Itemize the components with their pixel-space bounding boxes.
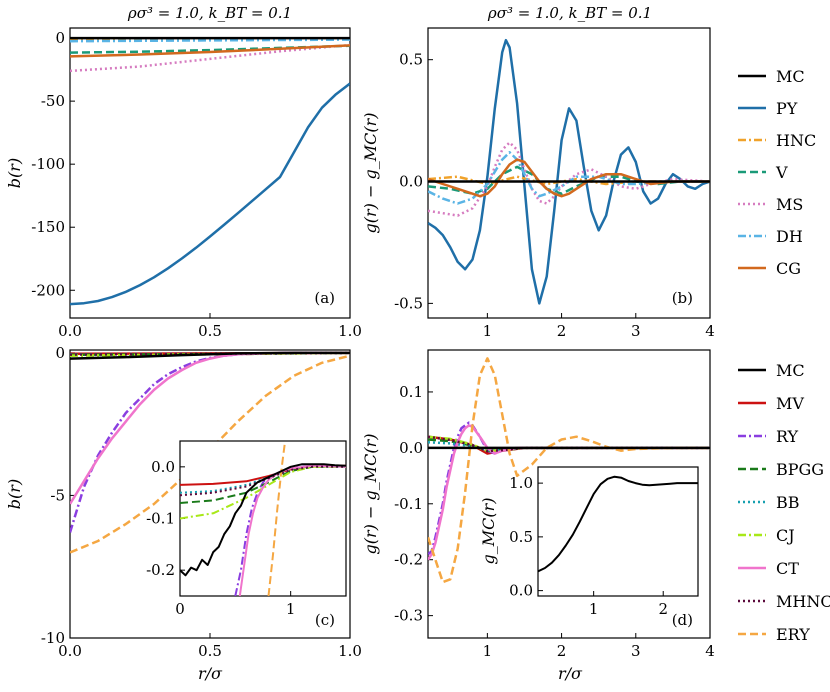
panel-d-legend-label-ct: CT xyxy=(776,559,799,578)
panel-a-label: (a) xyxy=(314,289,335,307)
panel-a-xtick-label: 0.5 xyxy=(198,322,222,340)
panel-c-xtick-label: 0.5 xyxy=(198,642,222,660)
panel-d-xtick-label: 3 xyxy=(631,642,641,660)
panel-d-ylabel: g(r) − g_MC(r) xyxy=(361,434,380,555)
panel-b-legend-label-dh: DH xyxy=(776,227,803,246)
panel-c-xtick-label: 0.0 xyxy=(58,642,82,660)
panel-b-plot-area xyxy=(428,38,710,305)
panel-d-inset-ytick-label: 1.0 xyxy=(509,474,533,492)
panel-d-ytick-label: 0.1 xyxy=(399,383,423,401)
panel-d-inset-xtick-label: 2 xyxy=(658,600,668,618)
panel-c-inset-series-ct xyxy=(238,464,346,596)
panel-c-inset-ytick-label: -0.2 xyxy=(146,561,175,579)
panel-b-xtick-label: 3 xyxy=(631,322,641,340)
panel-a-ytick-label: -50 xyxy=(41,92,65,110)
panel-b-ytick-label: 0.0 xyxy=(399,173,423,191)
panel-c-xtick-label: 1.0 xyxy=(338,642,362,660)
panel-b-xtick-label: 2 xyxy=(557,322,567,340)
panel-d-xtick-label: 2 xyxy=(557,642,567,660)
panel-c-inset-plot-area xyxy=(180,441,346,596)
panel-d-plot-area xyxy=(428,357,710,584)
panel-b-label: (b) xyxy=(672,289,693,307)
panel-c-inset-xtick-label: 0 xyxy=(175,600,185,618)
panel-b-xtick-label: 1 xyxy=(483,322,493,340)
panel-c-label: (c) xyxy=(315,611,335,629)
panel-d-legend-label-mhnc: MHNC xyxy=(776,592,830,611)
panel-b-xtick-label: 4 xyxy=(705,322,715,340)
panel-d-ytick-label: -0.1 xyxy=(394,495,423,513)
panel-c-ytick-label: 0 xyxy=(55,344,65,362)
panel-d-inset-ytick-label: 0.0 xyxy=(509,582,533,600)
panel-d-legend-label-mv: MV xyxy=(776,394,804,413)
panel-a-series-ms xyxy=(70,43,350,73)
panel-d-ytick-label: 0.0 xyxy=(399,439,423,457)
panel-b-ylabel: g(r) − g_MC(r) xyxy=(361,113,380,234)
panel-d-inset-ytick-label: 0.5 xyxy=(509,528,533,546)
panel-d-inset-plot-area xyxy=(538,475,698,573)
panel-d-xlabel: r/σ xyxy=(558,664,583,683)
panel-a-ytick-label: -100 xyxy=(31,155,65,173)
panel-b-series-dh xyxy=(428,151,710,205)
panel-d-inset-background xyxy=(538,467,698,596)
panel-c-ytick-label: -10 xyxy=(41,629,65,647)
panel-b-ytick-label: 0.5 xyxy=(399,51,423,69)
panel-c-ylabel: b(r) xyxy=(5,479,24,509)
panel-b-legend-label-mc: MC xyxy=(776,67,805,86)
panel-d-axes-frame xyxy=(427,349,711,639)
panel-a-series-cg xyxy=(70,44,350,58)
panel-b-title: ρσ³ = 1.0, k_BT = 0.1 xyxy=(487,4,652,22)
panel-c-inset-xtick-label: 1 xyxy=(286,600,296,618)
panel-b-ytick-label: -0.5 xyxy=(394,294,423,312)
panel-a-series-dh xyxy=(70,38,350,43)
panel-d-inset-xtick-label: 1 xyxy=(589,600,599,618)
panel-b-axes-frame xyxy=(427,27,711,319)
panel-a-axes-frame xyxy=(69,27,351,319)
panel-d-ytick-label: -0.2 xyxy=(394,551,423,569)
panel-c-xlabel: r/σ xyxy=(198,664,223,683)
panel-d-legend-label-cj: CJ xyxy=(776,526,795,545)
panel-c-inset-ytick-label: -0.1 xyxy=(146,510,175,528)
panel-d-legend-label-bpgg: BPGG xyxy=(776,460,824,479)
panel-d-inset-ylabel: g_MC(r) xyxy=(479,498,498,565)
panel-a-plot-area xyxy=(70,36,350,306)
panel-d-ytick-label: -0.3 xyxy=(394,607,423,625)
panel-c-series-mc xyxy=(70,351,350,360)
panel-b-legend-label-v: V xyxy=(775,163,788,182)
panel-b-legend-label-ms: MS xyxy=(776,195,803,214)
panel-a-xtick-label: 0.0 xyxy=(58,322,82,340)
panel-a-series-py xyxy=(70,82,350,306)
panel-a-title: ρσ³ = 1.0, k_BT = 0.1 xyxy=(127,4,292,22)
panel-d-inset-series-mc xyxy=(538,475,698,573)
panel-a-ytick-label: -150 xyxy=(31,218,65,236)
panel-d-xtick-label: 1 xyxy=(483,642,493,660)
panel-c-inset-series-mc xyxy=(180,463,346,577)
panel-d-legend-label-ery: ERY xyxy=(776,625,810,644)
panel-d-inset-axes-frame xyxy=(537,466,699,597)
panel-b-legend-label-hnc: HNC xyxy=(776,131,816,150)
panel-b-legend-label-cg: CG xyxy=(776,259,801,278)
panel-d-legend-label-bb: BB xyxy=(776,493,800,512)
panel-b-series-py xyxy=(428,38,710,305)
panel-a-ylabel: b(r) xyxy=(5,158,24,188)
panel-d-label: (d) xyxy=(672,611,693,629)
panel-d-legend-label-ry: RY xyxy=(776,427,799,446)
panel-a-xtick-label: 1.0 xyxy=(338,322,362,340)
panel-a-ytick-label: 0 xyxy=(55,29,65,47)
panel-c-inset-ytick-label: 0.0 xyxy=(151,458,175,476)
panel-c-inset-series-ery xyxy=(267,441,287,596)
panel-a-ytick-label: -200 xyxy=(31,281,65,299)
panel-d-xtick-label: 4 xyxy=(705,642,715,660)
panel-b-legend-label-py: PY xyxy=(776,99,798,118)
panel-c-ytick-label: -5 xyxy=(50,486,65,504)
panel-d-legend-label-mc: MC xyxy=(776,361,805,380)
